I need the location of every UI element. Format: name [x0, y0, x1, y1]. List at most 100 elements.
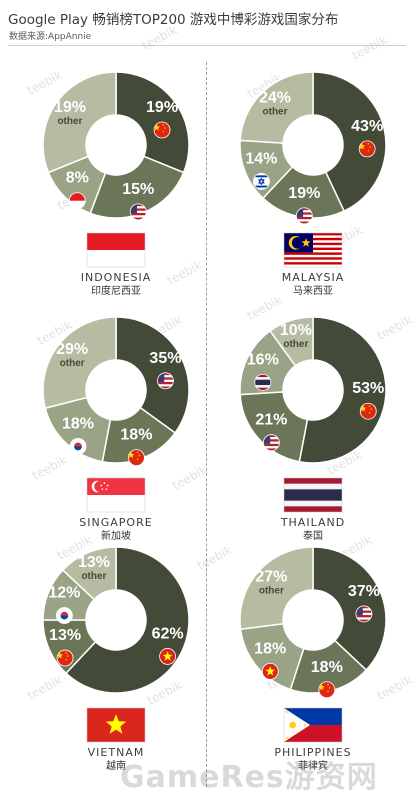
country-name-en: INDONESIA	[81, 271, 152, 284]
country-name-cn: 新加坡	[101, 529, 131, 542]
slice-value-label: 14%	[245, 150, 277, 167]
donut-slice	[89, 155, 185, 219]
slice-value-label: 18%	[120, 427, 152, 444]
country-name-cn: 印度尼西亚	[91, 284, 141, 297]
slice-other-label: other	[263, 107, 288, 118]
slice-value-label: 29%	[56, 341, 88, 358]
slice-value-label: 15%	[122, 181, 154, 198]
slice-other-label: other	[283, 339, 308, 350]
donut-slice	[239, 71, 314, 144]
vietnam-flag-icon	[159, 648, 176, 665]
donut-slice	[312, 546, 387, 672]
thailand-country-flag-icon	[284, 478, 342, 512]
watermark-text: teebik	[30, 453, 70, 483]
watermark-text: teebik	[375, 673, 414, 703]
slice-value-label: 19%	[54, 99, 86, 116]
slice-value-label: 18%	[254, 640, 286, 657]
china-flag-icon	[359, 140, 376, 157]
slice-value-label: 12%	[48, 585, 80, 602]
page-title: Google Play 畅销榜TOP200 游戏中博彩游戏国家分布	[8, 12, 339, 28]
slice-value-label: 8%	[66, 170, 89, 187]
slice-value-label: 62%	[152, 625, 184, 642]
indonesia-flag-icon	[69, 192, 86, 209]
country-name-en: MALAYSIA	[282, 271, 345, 284]
thailand-flag-icon	[254, 374, 271, 391]
country-name-cn: 马来西亚	[293, 285, 333, 297]
footer-watermark: GameRes游资网	[120, 760, 378, 795]
slice-other-label: other	[259, 585, 284, 596]
usa-flag-icon	[355, 605, 372, 622]
column-divider	[206, 62, 207, 787]
singapore-country-flag-icon	[87, 478, 145, 512]
country-name-cn: 泰国	[303, 529, 323, 542]
slice-other-label: other	[81, 571, 106, 582]
slice-other-label: other	[57, 116, 82, 127]
country-name-en: VIETNAM	[88, 746, 145, 759]
watermark-text: teebik	[140, 23, 180, 53]
china-flag-icon	[360, 403, 377, 420]
china-flag-icon	[154, 122, 171, 139]
data-source: 数据来源:AppAnnie	[9, 32, 92, 42]
donut-slice	[239, 546, 314, 630]
philippines-country-flag-icon	[284, 708, 342, 742]
country-name-en: PHILIPPINES	[274, 746, 351, 759]
vietnam-flag-icon	[262, 663, 279, 680]
watermark-text: teebik	[350, 33, 390, 63]
slice-value-label: 37%	[348, 583, 380, 600]
donut-slice	[239, 391, 309, 463]
indonesia-country-flag-icon	[87, 233, 145, 267]
slice-value-label: 19%	[288, 185, 320, 202]
china-flag-icon	[318, 681, 335, 698]
watermark-text: teebik	[375, 313, 414, 343]
donut-hole	[87, 361, 145, 419]
malaysia-country-flag-icon	[284, 233, 342, 268]
watermark-text: teebik	[170, 463, 210, 493]
slice-value-label: 13%	[49, 627, 81, 644]
donut-slice	[269, 316, 314, 367]
donut-slice	[61, 546, 117, 601]
china-flag-icon	[128, 449, 145, 466]
country-name-en: THAILAND	[280, 516, 345, 529]
slice-value-label: 19%	[146, 99, 178, 116]
slice-value-label: 43%	[351, 118, 383, 135]
donut-hole	[87, 591, 145, 649]
donut-hole	[284, 591, 342, 649]
country-name-cn: 菲律宾	[298, 759, 328, 772]
donut-slice	[115, 316, 190, 434]
slice-value-label: 10%	[280, 322, 312, 339]
donut-slice	[115, 71, 190, 174]
slice-value-label: 16%	[247, 351, 279, 368]
slice-value-label: 35%	[149, 350, 181, 367]
china-flag-icon	[57, 650, 74, 667]
slice-value-label: 53%	[352, 380, 384, 397]
donut-hole	[284, 361, 342, 419]
slice-value-label: 27%	[255, 568, 287, 585]
usa-flag-icon	[296, 207, 313, 224]
donut-hole	[284, 116, 342, 174]
slice-value-label: 24%	[259, 90, 291, 107]
slice-value-label: 18%	[62, 415, 94, 432]
korea-flag-icon	[70, 438, 87, 455]
watermark-text: teebik	[25, 673, 65, 703]
donut-slice	[261, 165, 346, 219]
watermark-text: teebik	[195, 543, 235, 573]
donut-slice	[42, 316, 117, 410]
israel-flag-icon	[253, 173, 270, 190]
watermark-text: teebik	[245, 293, 285, 323]
slice-value-label: 13%	[78, 554, 110, 571]
donut-slice	[312, 71, 387, 213]
watermark-text: teebik	[25, 68, 65, 98]
donut-hole	[87, 116, 145, 174]
donut-slice	[64, 546, 190, 694]
vietnam-country-flag-icon	[87, 708, 145, 742]
slice-value-label: 21%	[255, 412, 287, 429]
donut-slice	[42, 71, 117, 174]
slice-other-label: other	[60, 358, 85, 369]
country-name-cn: 越南	[106, 759, 126, 772]
